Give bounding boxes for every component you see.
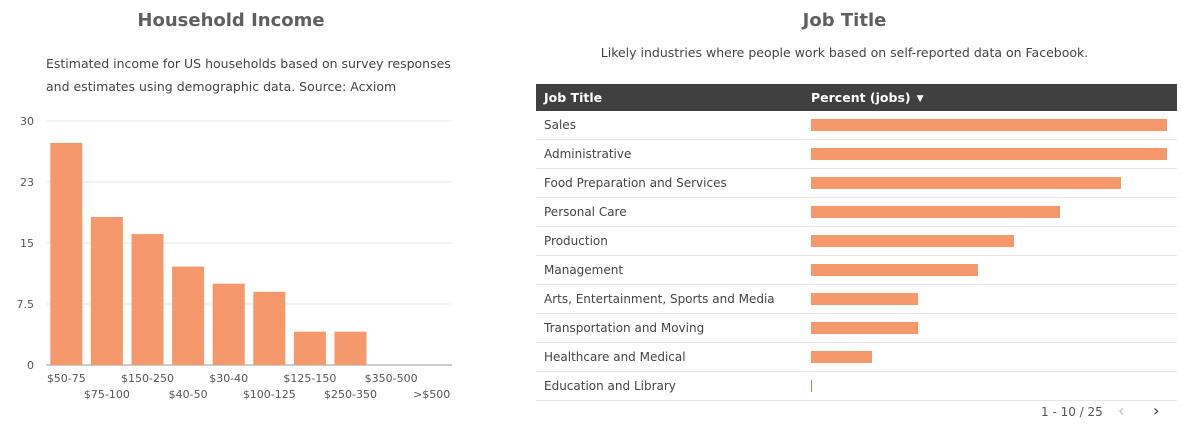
table-row[interactable]: Transportation and Moving — [536, 314, 1177, 343]
table-row[interactable]: Management — [536, 256, 1177, 285]
percent-bar — [811, 351, 872, 363]
job-title-panel: Job Title Likely industries where people… — [536, 0, 1177, 435]
table-row[interactable]: Education and Library — [536, 372, 1177, 401]
x-tick-label: $40-50 — [169, 388, 208, 401]
percent-bar — [811, 148, 1167, 160]
table-row[interactable]: Production — [536, 227, 1177, 256]
income-bar[interactable] — [131, 234, 164, 365]
job-title-cell: Sales — [544, 118, 576, 132]
y-tick-label: 15 — [20, 237, 34, 250]
household-income-panel: Household Income Estimated income for US… — [0, 0, 520, 435]
job-title-cell: Personal Care — [544, 205, 627, 219]
household-income-description: Estimated income for US households based… — [46, 56, 451, 94]
job-title-cell: Food Preparation and Services — [544, 176, 727, 190]
sort-descending-icon: ▼ — [916, 94, 924, 104]
job-title-description: Likely industries where people work base… — [600, 45, 1089, 60]
chevron-right-icon[interactable]: › — [1153, 401, 1160, 420]
percent-bar-track — [811, 206, 1167, 218]
household-income-chart: 30 23 15 7.5 0 $50-75 $75-100 $150-250 $40-50$30… — [17, 115, 452, 401]
job-title-cell: Production — [544, 234, 608, 248]
job-title-cell: Transportation and Moving — [544, 321, 705, 335]
job-title-cell: Arts, Entertainment, Sports and Media — [544, 292, 775, 306]
table-header: Job Title Percent (jobs) ▼ — [536, 84, 1177, 111]
table-row[interactable]: Administrative — [536, 140, 1177, 169]
income-bar[interactable] — [212, 283, 245, 365]
household-income-title: Household Income — [137, 10, 325, 31]
percent-bar-track — [811, 380, 1167, 392]
y-tick-label: 0 — [27, 359, 34, 372]
income-bar[interactable] — [172, 266, 205, 365]
percent-bar-track — [811, 264, 1167, 276]
column-header-job-title[interactable]: Job Title — [544, 90, 603, 105]
income-bar[interactable] — [253, 291, 286, 365]
percent-bar-track — [811, 119, 1167, 131]
percent-bar — [811, 119, 1167, 131]
percent-bar — [811, 206, 1061, 218]
table-body: Sales Administrative Food Preparation and … — [536, 111, 1177, 401]
table-row[interactable]: Healthcare and Medical — [536, 343, 1177, 372]
x-tick-label: >$500 — [413, 388, 450, 401]
job-title-title: Job Title — [802, 10, 887, 31]
percent-bar-track — [811, 148, 1167, 160]
chevron-left-icon[interactable]: ‹ — [1118, 401, 1125, 420]
x-tick-label: $250-350 — [324, 388, 377, 401]
table-row[interactable]: Sales — [536, 111, 1177, 140]
table-row[interactable]: Arts, Entertainment, Sports and Media — [536, 285, 1177, 314]
x-tick-label: $125-150 — [283, 372, 336, 385]
income-bar[interactable] — [293, 331, 326, 365]
column-header-percent-label: Percent (jobs) — [811, 90, 911, 105]
job-title-table: Job Title Percent (jobs) ▼ Sales Administr… — [536, 84, 1177, 401]
percent-bar — [811, 322, 918, 334]
job-title-cell: Management — [544, 263, 624, 277]
income-bar[interactable] — [90, 216, 123, 365]
pagination-range: 1 - 10 / 25 — [1041, 405, 1103, 419]
percent-bar-track — [811, 322, 1167, 334]
table-row[interactable]: Personal Care — [536, 198, 1177, 227]
job-title-cell: Education and Library — [544, 379, 676, 393]
percent-bar-track — [811, 177, 1167, 189]
y-tick-label: 23 — [20, 176, 34, 189]
y-tick-label: 7.5 — [17, 298, 35, 311]
job-title-cell: Administrative — [544, 147, 632, 161]
percent-bar-track — [811, 235, 1167, 247]
x-tick-label: $350-500 — [365, 372, 418, 385]
table-row[interactable]: Food Preparation and Services — [536, 169, 1177, 198]
percent-bar — [811, 264, 979, 276]
percent-bar-track — [811, 351, 1167, 363]
x-tick-label: $30-40 — [209, 372, 248, 385]
pagination: 1 - 10 / 25 ‹ › — [536, 398, 1177, 428]
job-title-cell: Healthcare and Medical — [544, 350, 686, 364]
income-bar[interactable] — [334, 331, 367, 365]
column-header-percent[interactable]: Percent (jobs) ▼ — [811, 90, 924, 105]
x-tick-label: $75-100 — [84, 388, 130, 401]
x-tick-label: $50-75 — [47, 372, 86, 385]
y-tick-label: 30 — [20, 115, 34, 128]
income-bar[interactable] — [50, 142, 83, 365]
percent-bar — [811, 380, 812, 392]
percent-bar-track — [811, 293, 1167, 305]
x-tick-label: $150-250 — [121, 372, 174, 385]
percent-bar — [811, 177, 1121, 189]
percent-bar — [811, 293, 918, 305]
x-tick-label: $100-125 — [243, 388, 296, 401]
percent-bar — [811, 235, 1014, 247]
